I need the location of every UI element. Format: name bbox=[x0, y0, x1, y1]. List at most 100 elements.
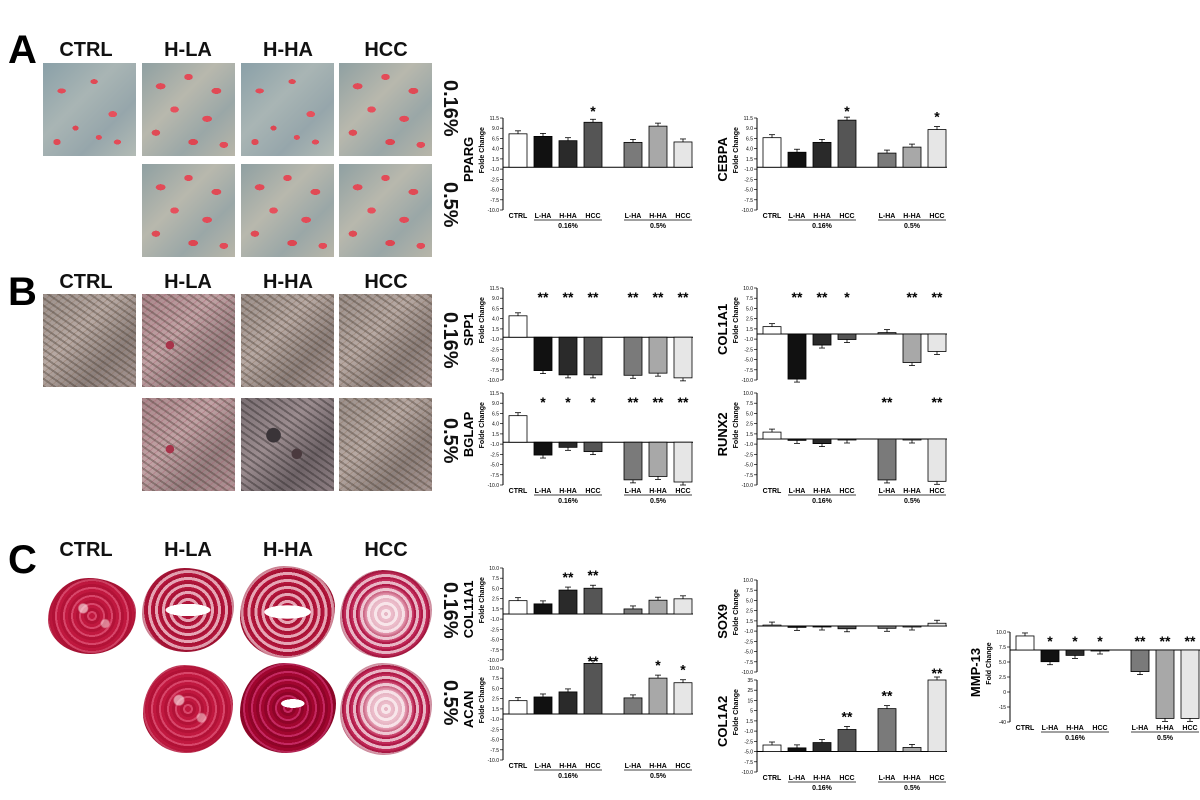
category-label-acan-4: L-HA bbox=[625, 763, 642, 770]
bar-cebpa-6 bbox=[927, 129, 947, 168]
bar-sox9-3 bbox=[837, 625, 857, 630]
y-tick-label-pparg: 6.5 bbox=[492, 136, 499, 142]
significance-cebpa-6: * bbox=[934, 109, 940, 125]
bar-sox9-5 bbox=[902, 625, 922, 628]
y-tick-label-bglap: 4.0 bbox=[492, 422, 499, 428]
group-label-pparg-0: 0.16% bbox=[558, 223, 579, 230]
y-tick-label-spp1: 6.5 bbox=[492, 306, 499, 312]
bar-cebpa-4 bbox=[877, 152, 897, 168]
category-label-cebpa-0: CTRL bbox=[763, 213, 782, 220]
significance-spp1-5: ** bbox=[653, 289, 664, 305]
bar-runx2-1 bbox=[787, 438, 807, 441]
significance-col11a1-3: ** bbox=[588, 567, 599, 583]
y-tick-label-bglap: 1.5 bbox=[492, 432, 499, 438]
bar-cebpa-0 bbox=[762, 137, 782, 168]
significance-spp1-6: ** bbox=[678, 289, 689, 305]
bar-mmp-13-1 bbox=[1040, 649, 1060, 663]
group-label-runx2-1: 0.5% bbox=[904, 498, 921, 505]
panel-letter-b: B bbox=[8, 270, 37, 314]
category-label-runx2-0: CTRL bbox=[763, 488, 782, 495]
y-tick-label-col1a1: -10.0 bbox=[742, 378, 754, 384]
bar-runx2-5 bbox=[902, 438, 922, 441]
micrograph-a-hcc-016 bbox=[339, 63, 432, 156]
y-tick-label-col11a1: -10.0 bbox=[488, 658, 500, 664]
bar-spp1-3 bbox=[583, 336, 603, 376]
category-label-runx2-5: H-HA bbox=[903, 488, 921, 495]
category-label-runx2-6: HCC bbox=[929, 488, 944, 495]
bar-col1a1-5 bbox=[902, 333, 922, 363]
significance-col1a2-6: ** bbox=[932, 665, 943, 681]
y-tick-label-acan: 7.5 bbox=[492, 676, 499, 682]
tissue-section-c-hcc-05 bbox=[340, 663, 432, 755]
bar-col11a1-3 bbox=[583, 587, 603, 615]
micrograph-a-hha-016 bbox=[241, 63, 334, 156]
y-tick-label-col1a2: 25 bbox=[747, 688, 753, 694]
tissue-section-c-hla-05 bbox=[143, 665, 233, 753]
y-tick-label-col11a1: -1.0 bbox=[490, 617, 499, 623]
group-label-mmp-13-1: 0.5% bbox=[1157, 735, 1174, 742]
y-tick-label-bglap: -10.0 bbox=[488, 483, 500, 489]
y-tick-label-col1a1: -7.5 bbox=[744, 368, 753, 374]
ylabel-acan: Folde Change bbox=[479, 677, 486, 723]
col-header-h-ha: H-HA bbox=[263, 271, 313, 293]
y-tick-label-spp1: 9.0 bbox=[492, 296, 499, 302]
significance-bglap-2: * bbox=[565, 394, 571, 410]
gene-label-cebpa: CEBPA bbox=[715, 137, 730, 182]
y-tick-label-spp1: -5.0 bbox=[490, 358, 499, 364]
gene-label-spp1: SPP1 bbox=[461, 313, 476, 346]
significance-col1a1-1: ** bbox=[792, 289, 803, 305]
y-tick-label-runx2: -7.5 bbox=[744, 473, 753, 479]
y-tick-label-col1a1: -1.0 bbox=[744, 337, 753, 343]
ylabel-sox9: Folde Change bbox=[733, 589, 740, 635]
significance-pparg-3: * bbox=[590, 103, 596, 119]
significance-acan-5: * bbox=[655, 657, 661, 673]
y-tick-label-col11a1: -2.5 bbox=[490, 627, 499, 633]
y-tick-label-cebpa: 6.5 bbox=[746, 136, 753, 142]
y-tick-label-pparg: -7.5 bbox=[490, 198, 499, 204]
micrograph-b-hha-016 bbox=[241, 294, 334, 387]
category-label-acan-5: H-HA bbox=[649, 763, 667, 770]
bar-col1a2-4 bbox=[877, 708, 897, 752]
y-tick-label-col1a1: -2.5 bbox=[744, 347, 753, 353]
significance-col1a1-3: * bbox=[844, 289, 850, 305]
y-tick-label-bglap: -2.5 bbox=[490, 452, 499, 458]
y-tick-label-bglap: 9.0 bbox=[492, 401, 499, 407]
category-label-mmp-13-6: HCC bbox=[1182, 725, 1197, 732]
y-tick-label-pparg: -2.5 bbox=[490, 177, 499, 183]
y-tick-label-mmp-13: 5.0 bbox=[999, 660, 1006, 666]
bar-acan-6 bbox=[673, 682, 693, 715]
y-tick-label-sox9: -5.0 bbox=[744, 650, 753, 656]
category-label-bglap-4: L-HA bbox=[625, 488, 642, 495]
y-tick-label-pparg: 1.5 bbox=[492, 157, 499, 163]
category-label-runx2-2: H-HA bbox=[813, 488, 831, 495]
y-tick-label-col11a1: 5.0 bbox=[492, 586, 499, 592]
category-label-runx2-1: L-HA bbox=[789, 488, 806, 495]
bar-mmp-13-2 bbox=[1065, 649, 1085, 656]
category-label-acan-2: H-HA bbox=[559, 763, 577, 770]
bar-spp1-0 bbox=[508, 315, 528, 338]
y-tick-label-runx2: -1.0 bbox=[744, 442, 753, 448]
y-tick-label-acan: -7.5 bbox=[490, 748, 499, 754]
bar-col11a1-6 bbox=[673, 598, 693, 615]
y-tick-label-cebpa: -5.0 bbox=[744, 188, 753, 194]
significance-col1a1-5: ** bbox=[907, 289, 918, 305]
y-tick-label-acan: 10.0 bbox=[489, 666, 499, 672]
bar-col1a2-3 bbox=[837, 729, 857, 752]
col-header-h-ha: H-HA bbox=[263, 39, 313, 61]
bar-acan-4 bbox=[623, 697, 643, 715]
group-label-runx2-0: 0.16% bbox=[812, 498, 833, 505]
bar-col11a1-0 bbox=[508, 600, 528, 615]
y-tick-label-sox9: 7.5 bbox=[746, 588, 753, 594]
y-tick-label-cebpa: -10.0 bbox=[742, 208, 754, 214]
y-tick-label-pparg: -5.0 bbox=[490, 188, 499, 194]
ylabel-spp1: Folde Change bbox=[479, 297, 486, 343]
category-label-acan-6: HCC bbox=[675, 763, 690, 770]
y-tick-label-acan: 2.5 bbox=[492, 697, 499, 703]
y-tick-label-col11a1: 1.5 bbox=[492, 607, 499, 613]
bar-spp1-4 bbox=[623, 336, 643, 376]
tissue-section-c-hcc-016 bbox=[340, 570, 432, 658]
micrograph-a-hcc-05 bbox=[339, 164, 432, 257]
bar-pparg-1 bbox=[533, 135, 553, 168]
y-tick-label-acan: -1.0 bbox=[490, 717, 499, 723]
micrograph-b-hla-016 bbox=[142, 294, 235, 387]
